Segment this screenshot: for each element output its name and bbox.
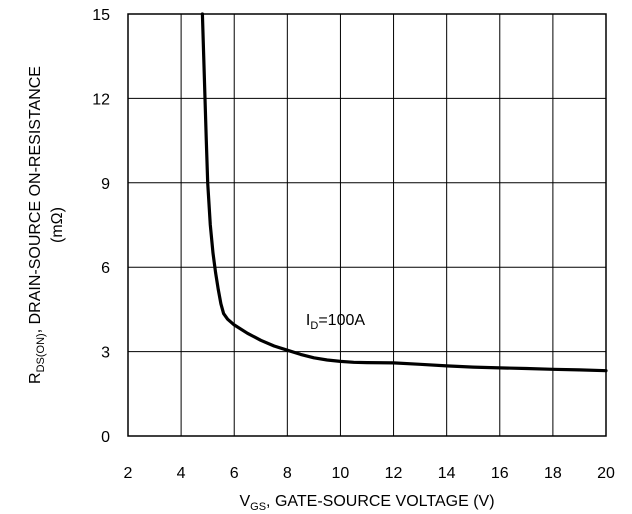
x-tick-label: 8 (283, 465, 292, 482)
x-tick-label: 16 (491, 465, 509, 482)
y-tick-label: 0 (101, 429, 110, 446)
x-tick-label: 4 (177, 465, 186, 482)
tick-labels: 2 4 6 8 10 12 14 16 18 20 0 3 6 9 12 15 (92, 7, 615, 482)
y-tick-label: 9 (101, 176, 110, 193)
x-axis-title: VGS, GATE-SOURCE VOLTAGE (V) (239, 493, 494, 513)
y-tick-label: 12 (92, 91, 110, 108)
x-tick-label: 12 (385, 465, 403, 482)
x-tick-label: 6 (230, 465, 239, 482)
x-tick-label: 10 (332, 465, 350, 482)
y-axis-unit: (mΩ) (49, 207, 66, 243)
x-tick-label: 14 (438, 465, 456, 482)
x-tick-label: 20 (597, 465, 615, 482)
data-series-line (200, 12, 608, 373)
x-tick-label: 18 (544, 465, 562, 482)
annotation-label: ID=100A (306, 312, 365, 332)
y-tick-label: 3 (101, 345, 110, 362)
y-axis-title: RDS(ON), DRAIN-SOURCE ON-RESISTANCE (27, 66, 47, 384)
x-tick-label: 2 (124, 465, 133, 482)
grid-lines (128, 14, 606, 436)
y-tick-label: 6 (101, 260, 110, 277)
plot-frame (127, 13, 607, 437)
y-tick-label: 15 (92, 7, 110, 24)
